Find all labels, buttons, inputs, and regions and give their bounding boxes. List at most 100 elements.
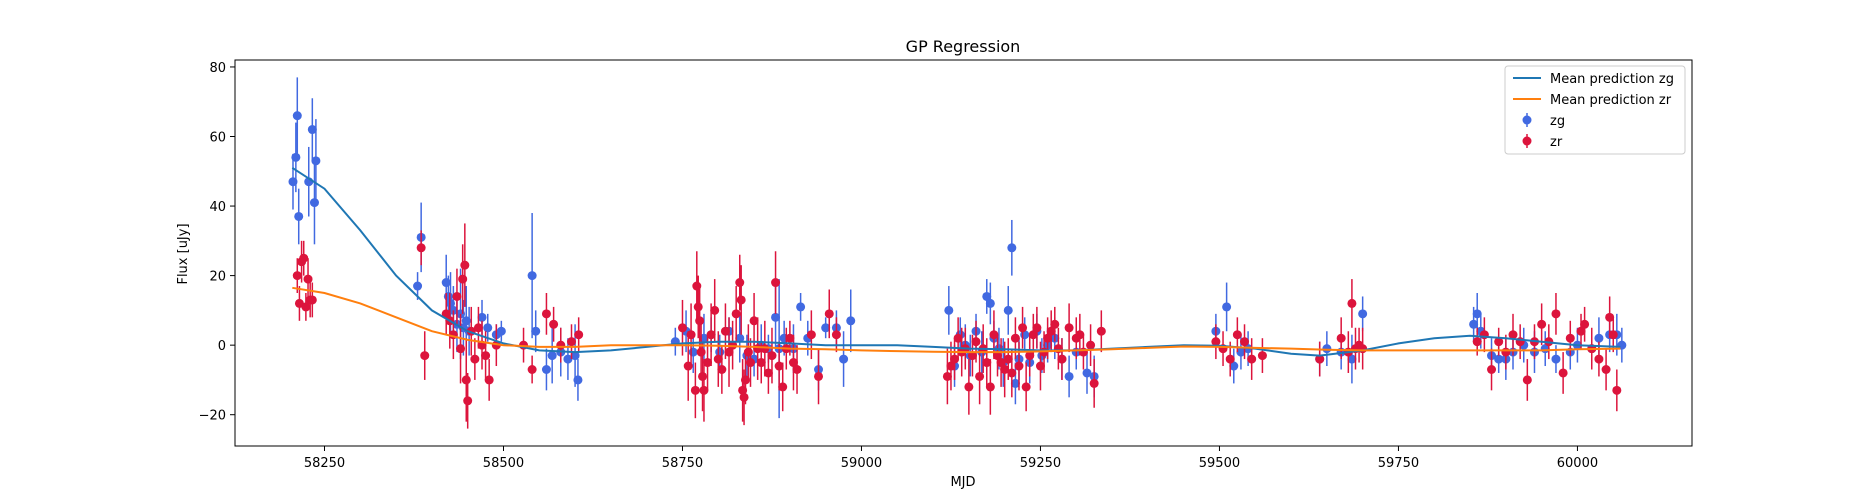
point-zr <box>1225 354 1235 364</box>
point-zr <box>1605 312 1615 322</box>
x-tick-label: 59500 <box>1199 456 1240 471</box>
point-zr <box>1003 354 1013 364</box>
point-zg <box>292 111 302 121</box>
point-zr <box>767 351 777 361</box>
point-zr <box>1000 364 1010 374</box>
point-zg <box>483 323 493 333</box>
point-zr <box>713 354 723 364</box>
point-zr <box>307 295 317 305</box>
point-zr <box>756 358 766 368</box>
point-zr <box>303 274 313 284</box>
point-zr <box>763 368 773 378</box>
point-zr <box>1494 337 1504 347</box>
point-zr <box>946 361 956 371</box>
point-zr <box>1347 298 1357 308</box>
x-tick-label: 59250 <box>1020 456 1061 471</box>
point-zr <box>463 396 473 406</box>
point-zg <box>1594 333 1604 343</box>
point-zr <box>686 330 696 340</box>
series-zr <box>292 223 1622 429</box>
point-zg <box>846 316 856 326</box>
point-zr <box>416 243 426 253</box>
point-zr <box>1043 333 1053 343</box>
point-zr <box>461 375 471 385</box>
point-zr <box>698 371 708 381</box>
point-zg <box>547 351 557 361</box>
point-zr <box>1240 337 1250 347</box>
point-zr <box>556 340 566 350</box>
point-zr <box>736 295 746 305</box>
point-zr <box>1315 354 1325 364</box>
point-zr <box>1247 354 1257 364</box>
x-tick-label: 59000 <box>841 456 882 471</box>
line-mean-prediction-zr <box>292 286 1621 354</box>
point-zg <box>1082 368 1092 378</box>
point-zg <box>1322 344 1332 354</box>
point-zr <box>456 344 466 354</box>
point-zr <box>953 333 963 343</box>
point-zr <box>1576 326 1586 336</box>
point-zr <box>541 309 551 319</box>
point-zr <box>1508 330 1518 340</box>
point-zg <box>1494 354 1504 364</box>
point-zr <box>1565 333 1575 343</box>
point-zr <box>481 351 491 361</box>
point-zr <box>1032 323 1042 333</box>
point-zr <box>549 319 559 329</box>
point-zr <box>1025 351 1035 361</box>
point-zg <box>291 152 301 162</box>
point-zr <box>967 351 977 361</box>
point-zr <box>703 358 713 368</box>
point-zr <box>971 337 981 347</box>
point-zg <box>839 354 849 364</box>
point-zr <box>1021 382 1031 392</box>
point-zg <box>944 305 954 315</box>
point-zr <box>1501 347 1511 357</box>
point-zr <box>696 347 706 357</box>
y-tick-label: 20 <box>209 270 226 285</box>
point-zr <box>527 364 537 374</box>
point-zg <box>570 351 580 361</box>
point-zg <box>1229 361 1239 371</box>
point-zr <box>724 347 734 357</box>
y-tick-label: 0 <box>218 339 226 354</box>
point-zr <box>824 309 834 319</box>
legend-label-zr: zr <box>1550 135 1563 150</box>
y-tick-label: 80 <box>209 61 226 76</box>
x-axis-label: MJD <box>950 475 975 490</box>
legend-box <box>1504 65 1686 155</box>
point-zg <box>527 271 537 281</box>
point-zr <box>942 371 952 381</box>
point-zg <box>541 364 551 374</box>
point-zr <box>1096 326 1106 336</box>
point-zr <box>774 361 784 371</box>
point-zr <box>814 371 824 381</box>
point-zr <box>1064 323 1074 333</box>
point-zr <box>706 330 716 340</box>
point-zg <box>985 298 995 308</box>
point-zr <box>792 364 802 374</box>
point-zr <box>785 333 795 343</box>
point-zr <box>1007 368 1017 378</box>
x-axis: 58250 58500 58750 59000 59250 59500 59750 60000 <box>304 446 1598 471</box>
point-zr <box>806 330 816 340</box>
plot-marks <box>288 77 1627 429</box>
point-zg <box>477 312 487 322</box>
point-zr <box>1075 330 1085 340</box>
y-axis-label: Flux [uJy] <box>176 223 191 284</box>
point-zr <box>788 358 798 368</box>
legend-label-mean-prediction-zg: Mean prediction zg <box>1550 72 1674 87</box>
point-zr <box>484 375 494 385</box>
point-zr <box>1551 309 1561 319</box>
point-zr <box>950 354 960 364</box>
point-zr <box>831 330 841 340</box>
point-zr <box>1601 364 1611 374</box>
legend: Mean prediction zg Mean prediction zr zg zr <box>1504 65 1686 155</box>
point-zr <box>574 330 584 340</box>
point-zr <box>1014 361 1024 371</box>
point-zg <box>294 211 304 221</box>
point-zg <box>821 323 831 333</box>
point-zg <box>563 354 573 364</box>
point-zg <box>1236 347 1246 357</box>
point-zr <box>1472 337 1482 347</box>
